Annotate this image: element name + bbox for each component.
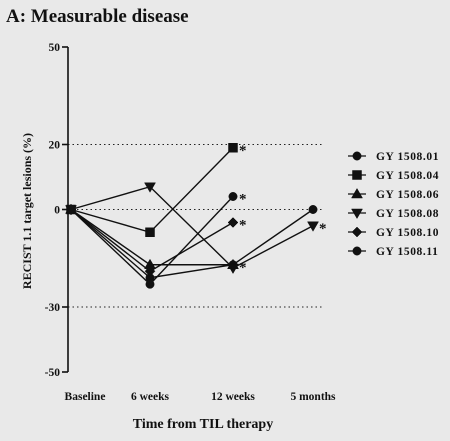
x-tick-label: Baseline bbox=[65, 391, 106, 403]
y-tick-label: 50 bbox=[49, 42, 61, 54]
data-point bbox=[144, 265, 156, 277]
legend-marker bbox=[351, 208, 363, 219]
series-line bbox=[70, 208, 234, 273]
legend-marker bbox=[351, 188, 363, 199]
data-point bbox=[66, 205, 76, 214]
legend: GY 1508.01 GY 1508.04 GY 1508.06 GY 1508.08… bbox=[348, 151, 439, 258]
series-4: * bbox=[65, 182, 327, 274]
legend-marker bbox=[352, 246, 362, 256]
legend-item: GY 1508.01 bbox=[348, 151, 439, 163]
y-tick-label: -30 bbox=[45, 302, 61, 314]
legend-marker bbox=[352, 170, 362, 180]
data-point bbox=[227, 217, 239, 228]
data-point bbox=[145, 227, 155, 237]
x-tick-label: 12 weeks bbox=[211, 391, 255, 403]
y-tick-label: 0 bbox=[54, 205, 60, 217]
legend-label: GY 1508.10 bbox=[376, 227, 439, 239]
legend-item: GY 1508.04 bbox=[348, 170, 439, 182]
legend-item: GY 1508.11 bbox=[348, 246, 438, 258]
legend-label: GY 1508.11 bbox=[376, 246, 438, 258]
series-6: * bbox=[66, 192, 247, 289]
legend-item: GY 1508.06 bbox=[348, 188, 439, 201]
series-line bbox=[70, 147, 234, 234]
annotation-star: * bbox=[239, 143, 247, 159]
annotation-star: * bbox=[239, 192, 247, 208]
series-line bbox=[70, 208, 314, 279]
x-axis-label: Time from TIL therapy bbox=[133, 417, 273, 432]
data-point bbox=[228, 192, 238, 201]
x-tick-label: 6 weeks bbox=[131, 391, 170, 403]
data-point bbox=[145, 279, 155, 289]
legend-label: GY 1508.06 bbox=[376, 189, 439, 201]
annotation-star: * bbox=[239, 260, 247, 276]
grid-lines bbox=[68, 143, 322, 308]
legend-item: GY 1508.10 bbox=[348, 226, 439, 239]
y-axis-label: RECIST 1.1 target lesions (%) bbox=[20, 133, 34, 289]
y-tick-label: -50 bbox=[45, 367, 61, 379]
series-2: * bbox=[66, 143, 247, 237]
data-point bbox=[307, 221, 319, 232]
annotation-star: * bbox=[239, 218, 247, 234]
y-tick-label: 20 bbox=[49, 140, 61, 152]
legend-label: GY 1508.08 bbox=[376, 208, 439, 220]
legend-marker bbox=[351, 226, 363, 238]
chart-title: A: Measurable disease bbox=[6, 6, 189, 27]
series-3: * bbox=[65, 203, 247, 276]
series-line bbox=[70, 185, 314, 269]
data-point bbox=[144, 182, 156, 193]
data-point bbox=[227, 263, 239, 274]
data-point bbox=[228, 143, 238, 153]
annotation-star: * bbox=[319, 221, 327, 237]
legend-label: GY 1508.01 bbox=[376, 151, 439, 163]
axes: 50 20 0 -30 -50 Baseline 6 weeks 12 weeks 5 mont… bbox=[45, 42, 336, 403]
x-tick-label: 5 months bbox=[290, 391, 336, 403]
series-layer: * * * * * bbox=[65, 143, 327, 289]
legend-label: GY 1508.04 bbox=[376, 170, 439, 182]
legend-item: GY 1508.08 bbox=[348, 208, 439, 220]
data-point bbox=[308, 205, 318, 214]
legend-marker bbox=[352, 151, 362, 161]
